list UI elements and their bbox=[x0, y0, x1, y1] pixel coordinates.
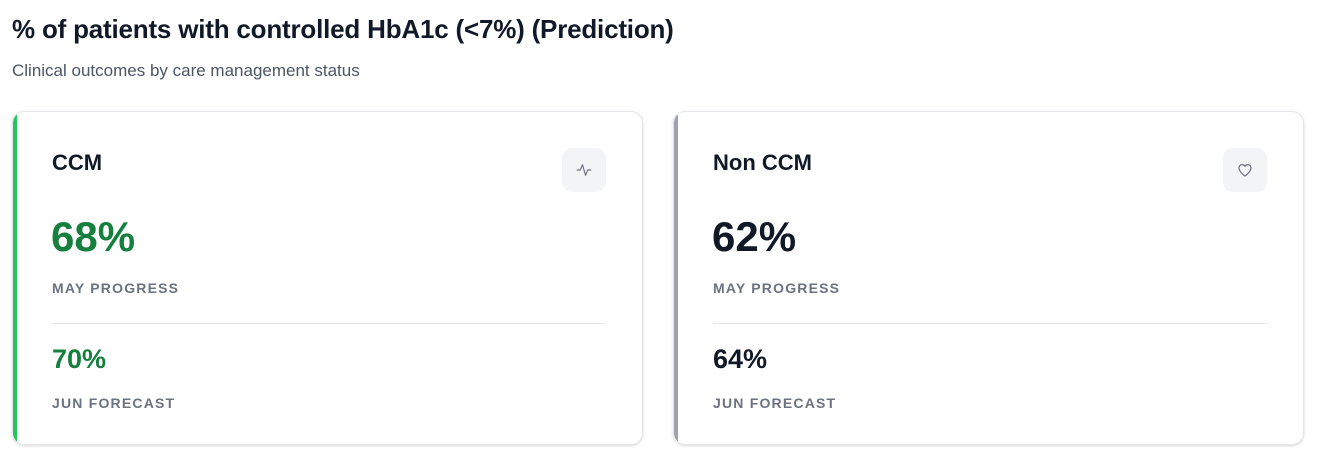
primary-label: MAY PROGRESS bbox=[52, 280, 180, 296]
primary-value: 62% bbox=[712, 213, 797, 260]
primary-value: 68% bbox=[51, 213, 136, 260]
primary-label: MAY PROGRESS bbox=[713, 280, 841, 296]
card-title: Non CCM bbox=[713, 150, 812, 175]
divider bbox=[713, 323, 1267, 324]
activity-pulse-icon bbox=[562, 148, 606, 192]
secondary-label: JUN FORECAST bbox=[52, 395, 176, 411]
secondary-value: 70% bbox=[52, 344, 107, 374]
page-subtitle: Clinical outcomes by care management sta… bbox=[12, 61, 360, 80]
non-ccm-card: Non CCM 62% MAY PROGRESS 64% JUN FORECAS… bbox=[673, 111, 1304, 445]
secondary-value: 64% bbox=[713, 344, 768, 374]
divider bbox=[52, 323, 606, 324]
heart-icon bbox=[1223, 148, 1267, 192]
secondary-label: JUN FORECAST bbox=[713, 395, 837, 411]
ccm-card: CCM 68% MAY PROGRESS 70% JUN FORECAST bbox=[12, 111, 643, 445]
card-accent-bar bbox=[13, 112, 17, 444]
page-title: % of patients with controlled HbA1c (<7%… bbox=[12, 14, 674, 44]
card-accent-bar bbox=[674, 112, 678, 444]
card-title: CCM bbox=[52, 150, 103, 175]
